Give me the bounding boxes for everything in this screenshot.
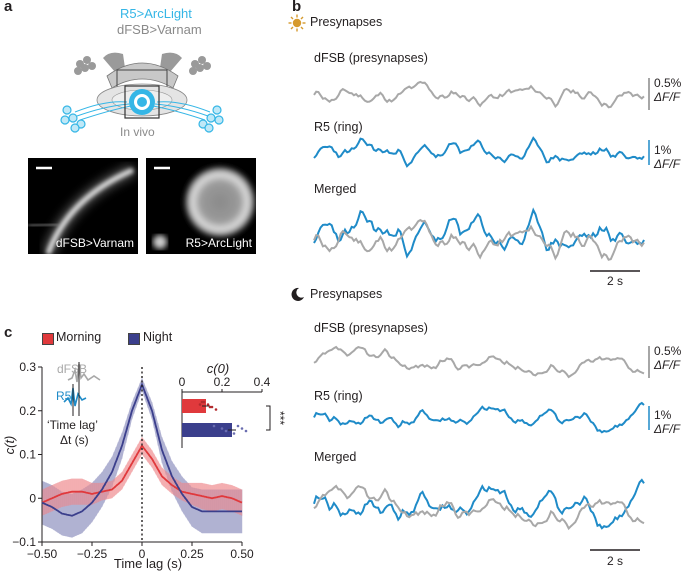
night-title: Presynapses xyxy=(310,287,383,301)
day-dfsb-scale: 0.5% ΔF/F xyxy=(654,76,682,104)
micrograph-dfsb: dFSB>Varnam xyxy=(28,158,138,254)
morning-error-band xyxy=(42,437,242,516)
inset-dt-label: Δt (s) xyxy=(60,433,89,447)
micrograph-r5: R5>ArcLight xyxy=(146,158,256,254)
bar-data-point xyxy=(212,424,216,428)
x-tick-label: −0.25 xyxy=(77,547,108,561)
night-merged-dfsb-trace xyxy=(313,484,645,531)
y-tick-label: 0.2 xyxy=(19,404,36,418)
dfsb-varnam-label: dFSB>Varnam xyxy=(117,22,202,37)
significance-stars: *** xyxy=(273,411,285,425)
night-traces xyxy=(313,345,650,551)
day-merged-label: Merged xyxy=(314,182,357,196)
bar-x-tick-label: 0.4 xyxy=(254,375,271,389)
morning-mean-line xyxy=(41,444,243,504)
y-tick-label: 0.1 xyxy=(19,448,36,462)
bar-data-point xyxy=(224,429,228,433)
x-tick-label: 0.50 xyxy=(230,547,254,561)
bar-data-point xyxy=(200,400,204,404)
moon-icon xyxy=(291,287,304,301)
night-r5-label: R5 (ring) xyxy=(314,389,363,403)
bar-data-point xyxy=(198,403,202,406)
day-time-scale-label: 2 s xyxy=(607,274,624,288)
x-axis-label: Time lag (s) xyxy=(114,556,182,571)
brain-schematic xyxy=(60,52,224,133)
r5-arclight-label: R5>ArcLight xyxy=(120,6,192,21)
bar-data-point xyxy=(240,427,244,430)
inset-r5-label: R5 xyxy=(56,389,72,403)
bar-data-point xyxy=(236,424,240,428)
bar-data-point xyxy=(244,429,248,433)
night-merged-label: Merged xyxy=(314,450,357,464)
bar-x-tick-label: 0.2 xyxy=(214,375,231,389)
y-tick-label: −0.1 xyxy=(12,535,36,549)
bar-data-point xyxy=(232,432,236,435)
day-dfsb-trace xyxy=(313,80,645,109)
bar-night xyxy=(182,423,232,437)
bar-data-point xyxy=(208,405,212,409)
night-r5-scale: 1% ΔF/F xyxy=(654,408,681,436)
night-r5-trace xyxy=(313,401,645,434)
x-tick-label: 0 xyxy=(139,547,146,561)
y-axis-label: c(t) xyxy=(2,436,17,455)
bar-data-point xyxy=(202,400,206,404)
panel-letter-a: a xyxy=(4,0,13,15)
x-tick-label: 0.25 xyxy=(180,547,204,561)
night-time-scale-label: 2 s xyxy=(607,554,624,568)
cross-correlation-chart: −0.1 0 0.1 0.2 0.3 −0.50 −0.25 0 0.25 0.50 c(t) T… xyxy=(2,360,254,571)
panel-letter-c: c xyxy=(4,324,13,341)
day-dfsb-label: dFSB (presynapses) xyxy=(314,51,428,65)
time-lag-inset xyxy=(63,362,101,416)
night-mean-line xyxy=(41,381,242,517)
legend-swatch-night xyxy=(128,333,140,345)
bar-data-point xyxy=(210,405,214,409)
day-r5-label: R5 (ring) xyxy=(314,120,363,134)
bar-data-point xyxy=(220,427,224,430)
day-title: Presynapses xyxy=(310,15,383,29)
significance-bracket xyxy=(266,405,271,431)
legend-label-night: Night xyxy=(143,330,173,344)
day-traces xyxy=(313,78,650,272)
day-r5-scale: 1% ΔF/F xyxy=(654,143,681,171)
day-r5-trace xyxy=(313,136,645,168)
bar-chart-title: c(0) xyxy=(207,361,229,376)
y-tick-label: 0.3 xyxy=(19,360,36,374)
legend-label-morning: Morning xyxy=(56,330,102,344)
bar-data-point xyxy=(214,408,218,411)
night-dfsb-label: dFSB (presynapses) xyxy=(314,321,428,335)
bar-x-tick-label: 0 xyxy=(179,375,186,389)
legend-swatch-morning xyxy=(42,333,54,345)
night-dfsb-trace xyxy=(313,345,645,379)
y-tick-label: 0 xyxy=(29,491,36,505)
micrograph-r5-caption: R5>ArcLight xyxy=(185,236,252,250)
night-dfsb-scale: 0.5% ΔF/F xyxy=(654,344,682,372)
sun-icon xyxy=(288,14,306,32)
bar-data-point xyxy=(206,403,210,406)
inset-dfsb-label: dFSB xyxy=(57,362,88,376)
inset-time-lag-label: ‘Time lag’ xyxy=(47,418,98,432)
bar-morning xyxy=(182,399,206,413)
c0-bar-chart: 0 0.2 0.4 *** c(0) xyxy=(179,361,285,448)
day-merged-r5-trace xyxy=(313,207,645,259)
micrograph-dfsb-caption: dFSB>Varnam xyxy=(55,236,134,250)
x-tick-label: −0.50 xyxy=(27,547,58,561)
in-vivo-label: In vivo xyxy=(120,125,155,139)
day-merged-dfsb-trace xyxy=(313,218,645,261)
panel-letter-b: b xyxy=(292,0,302,15)
